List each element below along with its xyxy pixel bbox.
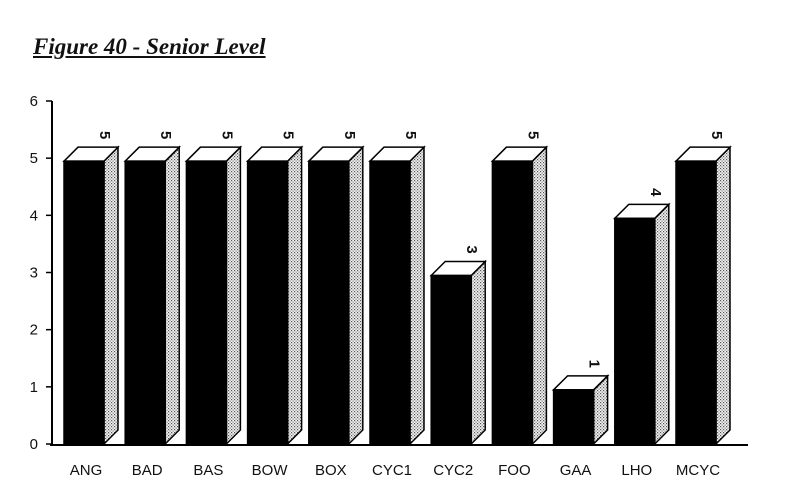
data-label: 5 — [402, 131, 419, 139]
x-tick-label: BAD — [132, 462, 163, 479]
bar — [123, 145, 182, 446]
y-tick-label: 0 — [30, 436, 38, 453]
data-label: 5 — [96, 131, 113, 139]
chart-axes — [46, 100, 748, 446]
bar — [368, 145, 426, 446]
bar — [490, 145, 549, 446]
x-tick-label: BOW — [252, 462, 289, 479]
bar-front — [63, 160, 105, 445]
x-tick-label: GAA — [560, 462, 592, 479]
bar-side — [654, 202, 670, 446]
data-label: 4 — [647, 188, 664, 197]
chart-bars — [62, 145, 732, 446]
x-tick-label: ANG — [70, 462, 103, 479]
y-tick-label: 2 — [30, 322, 38, 339]
y-tick-label: 1 — [30, 379, 38, 396]
y-tick-label: 4 — [30, 207, 38, 224]
bar-side — [348, 145, 364, 446]
data-label: 5 — [157, 131, 174, 139]
bar-front — [246, 160, 289, 445]
bar — [62, 145, 120, 446]
data-label: 3 — [463, 245, 480, 253]
x-tick-label: LHO — [621, 462, 652, 479]
data-label: 5 — [341, 131, 358, 139]
bar-side — [715, 145, 731, 446]
bar — [429, 259, 488, 446]
data-label: 5 — [524, 131, 541, 139]
data-label: 5 — [280, 131, 297, 139]
data-label: 5 — [708, 131, 725, 139]
bar-front — [675, 160, 717, 445]
bar — [551, 374, 610, 446]
bar-front — [369, 160, 411, 445]
x-tick-label: CYC2 — [433, 462, 473, 479]
bar-front — [614, 217, 656, 445]
chart-labels: 0 1 2 3 4 5 6 5 ANG 5 BAD 5 BAS 5 BOW 5 BOX 5 CYC1 3 CYC2 5 FO… — [30, 93, 725, 479]
bar-front — [430, 274, 472, 445]
bar — [612, 202, 671, 446]
bar-front — [552, 389, 595, 445]
bar-front — [308, 160, 350, 445]
bar-front — [491, 160, 534, 445]
x-tick-label: FOO — [498, 462, 531, 479]
bar-side — [286, 145, 303, 446]
bar-side — [531, 145, 548, 446]
y-tick-label: 5 — [30, 150, 38, 167]
y-tick-label: 3 — [30, 265, 38, 282]
bar — [306, 145, 365, 446]
data-label: 5 — [218, 131, 235, 139]
bar-side — [225, 145, 242, 446]
bar — [674, 145, 732, 446]
x-tick-label: BOX — [315, 462, 347, 479]
bar-side — [164, 145, 180, 446]
data-label: 1 — [586, 360, 603, 368]
chart-title: Figure 40 - Senior Level — [33, 34, 266, 59]
y-tick-label: 6 — [30, 93, 38, 110]
bar — [184, 145, 243, 446]
x-tick-label: BAS — [193, 462, 223, 479]
bar-front — [185, 160, 228, 445]
bar-side — [470, 259, 486, 446]
bar-side — [103, 145, 119, 446]
bar-front — [124, 160, 166, 445]
bar-side — [409, 145, 425, 446]
bar — [245, 145, 304, 446]
x-tick-label: CYC1 — [372, 462, 412, 479]
x-tick-label: MCYC — [676, 462, 720, 479]
